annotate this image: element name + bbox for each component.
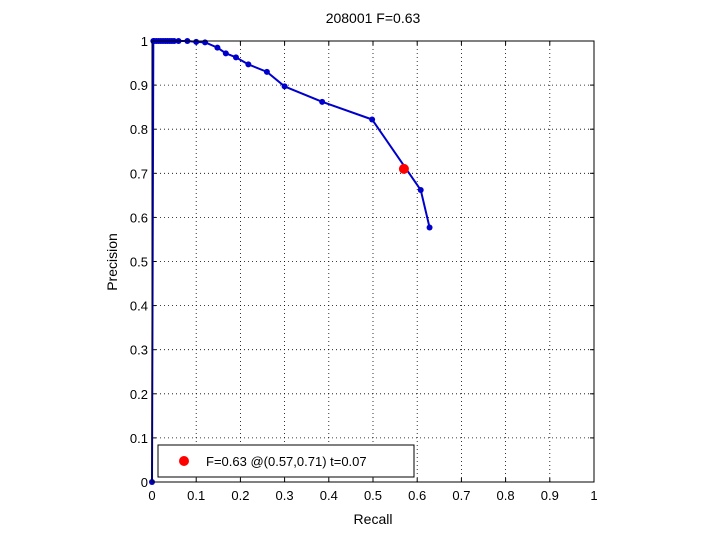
pr-curve-point — [193, 38, 200, 45]
y-tick-label: 0.6 — [130, 210, 148, 225]
pr-curve-point — [232, 54, 239, 61]
x-tick-label: 1 — [590, 488, 597, 503]
pr-curve-point — [245, 61, 252, 68]
pr-curve-point — [202, 39, 209, 46]
legend: F=0.63 @(0.57,0.71) t=0.07 — [157, 444, 415, 478]
pr-curve-point — [263, 68, 270, 75]
y-tick-label: 0.2 — [130, 387, 148, 402]
best-f-point — [398, 163, 409, 174]
legend-label: F=0.63 @(0.57,0.71) t=0.07 — [206, 454, 367, 469]
x-tick-label: 0.3 — [276, 488, 294, 503]
x-tick-label: 0.7 — [452, 488, 470, 503]
pr-curve-point — [369, 116, 376, 123]
grid — [152, 41, 594, 482]
y-tick-label: 0 — [141, 475, 148, 490]
y-tick-label: 0.3 — [130, 343, 148, 358]
y-tick-label: 0.1 — [130, 431, 148, 446]
y-tick-label: 0.4 — [130, 299, 148, 314]
x-tick-label: 0.4 — [320, 488, 338, 503]
plot-area-border — [151, 40, 595, 483]
chart-title: 208001 F=0.63 — [326, 10, 421, 26]
x-tick-label: 0.2 — [231, 488, 249, 503]
x-tick-label: 0 — [148, 488, 155, 503]
legend-marker — [179, 456, 189, 466]
y-tick-label: 1 — [141, 34, 148, 49]
y-tick-label: 0.8 — [130, 122, 148, 137]
x-tick-label: 0.6 — [408, 488, 426, 503]
pr-curve-point — [214, 44, 221, 51]
y-axis-title: Precision — [104, 233, 120, 291]
y-tick-label: 0.5 — [130, 255, 148, 270]
x-axis-title: Recall — [354, 511, 393, 527]
x-tick-label: 0.9 — [541, 488, 559, 503]
x-tick-label: 0.5 — [364, 488, 382, 503]
pr-curve-point — [222, 50, 229, 57]
pr-curve-point — [281, 83, 288, 90]
pr-curve-point — [319, 98, 326, 105]
legend-box — [157, 444, 415, 478]
pr-curve-point — [417, 187, 424, 194]
y-tick-label: 0.7 — [130, 166, 148, 181]
x-tick-label: 0.1 — [187, 488, 205, 503]
y-tick-label: 0.9 — [130, 78, 148, 93]
axis-ticks: 0 0.1 0.2 0.3 0.4 0.5 0.6 0.7 0.8 0.9 1 0 0.1 0.2 0.3 0… — [130, 34, 598, 503]
x-tick-label: 0.8 — [497, 488, 515, 503]
pr-curve-point — [426, 224, 433, 231]
